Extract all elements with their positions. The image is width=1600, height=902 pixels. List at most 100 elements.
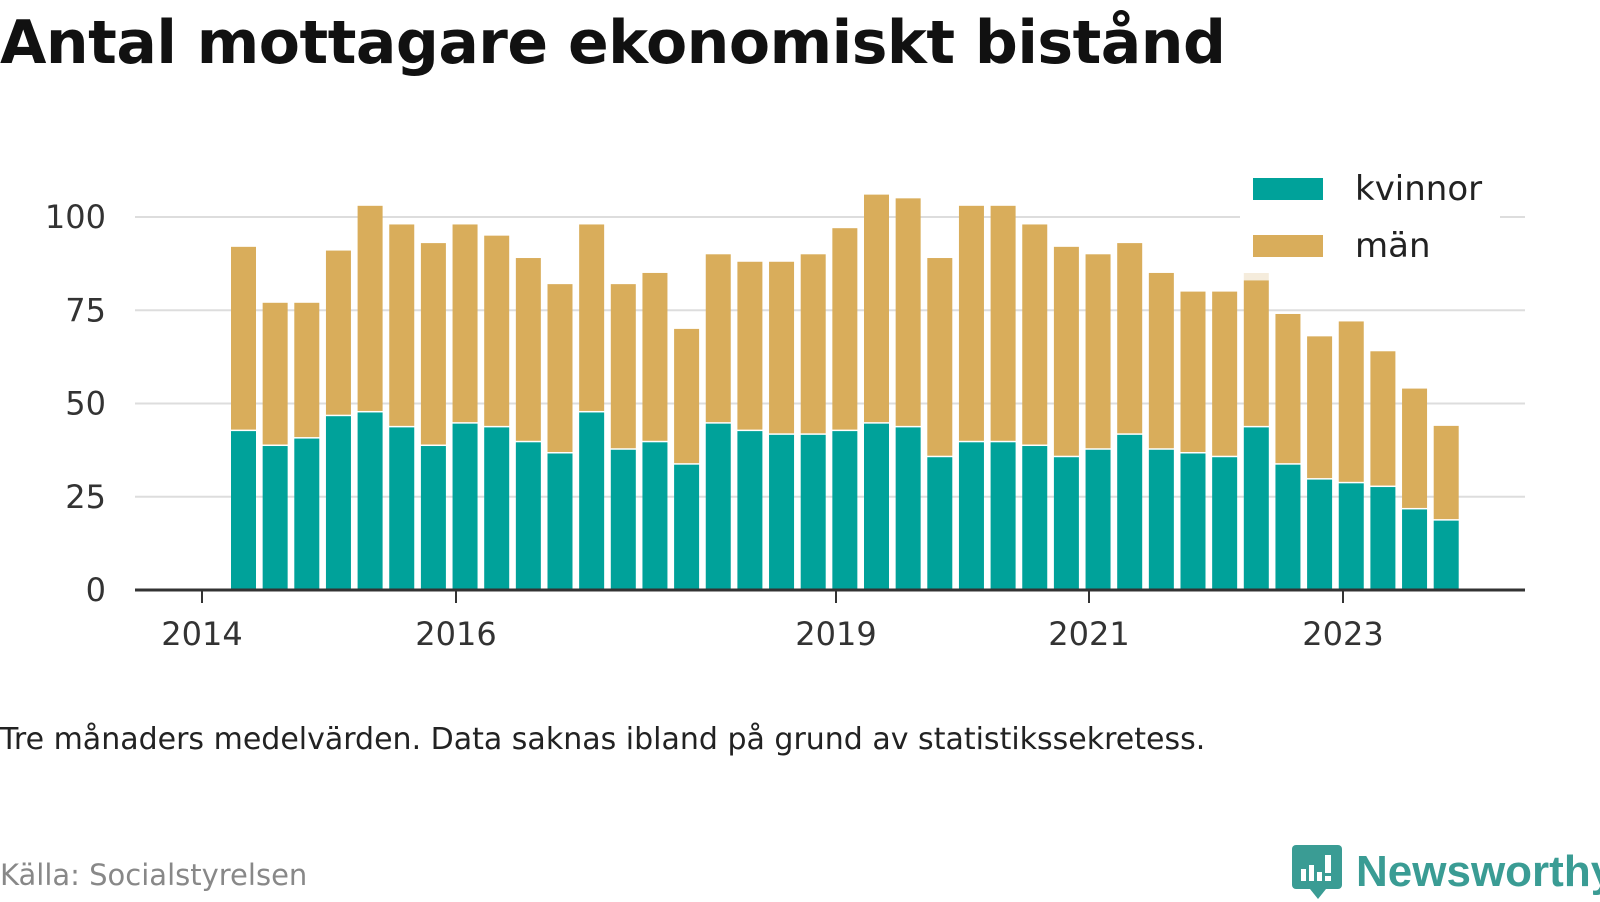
bars (231, 194, 1459, 590)
bar-man (1085, 254, 1111, 449)
legend-label: män (1355, 226, 1431, 266)
bar-kvinnor (1212, 457, 1238, 590)
bar-man (1148, 272, 1174, 449)
bar-man (990, 205, 1016, 441)
bar-kvinnor (895, 427, 921, 590)
bar-man (927, 258, 953, 456)
bar-man (357, 205, 383, 411)
bar-kvinnor (800, 434, 826, 590)
bar-kvinnor (452, 423, 478, 590)
brand-name: Newsworthy (1356, 847, 1600, 896)
bar-kvinnor (294, 438, 320, 590)
bar-man (800, 254, 826, 434)
bar-man (1338, 321, 1364, 482)
bar-man (1370, 351, 1396, 486)
y-tick-label: 100 (45, 198, 106, 236)
newsworthy-logo[interactable]: Newsworthy (1292, 842, 1600, 902)
bar-man (262, 302, 288, 445)
bar-man (610, 284, 636, 449)
bar-kvinnor (1180, 453, 1206, 590)
bar-kvinnor (610, 449, 636, 590)
bar-man (1402, 388, 1428, 508)
bar-kvinnor (579, 412, 605, 590)
bar-kvinnor (1243, 427, 1269, 590)
bar-man (705, 254, 731, 423)
bar-man (294, 302, 320, 438)
bar-kvinnor (737, 431, 763, 590)
bar-man (1243, 280, 1269, 426)
bar-chart-speech-bubble-icon (1292, 845, 1342, 899)
chart-note: Tre månaders medelvärden. Data saknas ib… (0, 722, 1206, 757)
bar-kvinnor (1370, 487, 1396, 590)
bar-kvinnor (958, 442, 984, 590)
bar-kvinnor (642, 442, 668, 590)
bar-kvinnor (515, 442, 541, 590)
bar-man (547, 284, 573, 452)
bar-man (864, 194, 889, 423)
bar-kvinnor (1433, 520, 1459, 590)
bar-man (737, 261, 763, 430)
bar-man (1433, 425, 1459, 520)
bar-kvinnor (1275, 464, 1301, 590)
y-tick-label: 50 (65, 385, 106, 423)
bar-kvinnor (864, 423, 889, 590)
bar-kvinnor (1053, 457, 1079, 590)
bar-kvinnor (832, 431, 858, 590)
bar-kvinnor (325, 416, 351, 590)
x-tick-label: 2019 (795, 615, 876, 653)
stacked-bar-chart: 0 25 50 75 100 2014 2016 2019 2021 2023 kvinnor mä… (44, 165, 1525, 653)
bar-kvinnor (547, 453, 573, 590)
chart-title: Antal mottagare ekonomiskt bistånd (0, 8, 1226, 78)
bar-kvinnor (1022, 446, 1048, 590)
bar-man (484, 235, 510, 426)
bar-man (1117, 243, 1143, 434)
bar-kvinnor (1117, 434, 1143, 590)
x-tick-label: 2021 (1048, 615, 1129, 653)
bar-man (769, 261, 795, 434)
bar-man (958, 205, 984, 441)
bar-man (642, 272, 668, 441)
legend-label: kvinnor (1355, 169, 1482, 209)
bar-man (420, 243, 446, 445)
bar-kvinnor (231, 431, 256, 590)
bar-kvinnor (1338, 483, 1364, 590)
bar-kvinnor (484, 427, 510, 590)
bar-man (452, 224, 478, 423)
bar-kvinnor (357, 412, 383, 590)
bar-kvinnor (389, 427, 415, 590)
legend-swatch (1253, 178, 1323, 200)
bar-kvinnor (262, 446, 288, 590)
bar-kvinnor (705, 423, 731, 590)
bar-kvinnor (1402, 509, 1428, 590)
bar-kvinnor (1148, 449, 1174, 590)
y-tick-label: 0 (86, 571, 106, 609)
axes: 0 25 50 75 100 2014 2016 2019 2021 2023 (45, 198, 1525, 653)
bar-man (1022, 224, 1048, 445)
bar-kvinnor (420, 446, 446, 590)
bar-kvinnor (927, 457, 953, 590)
legend-swatch (1253, 235, 1323, 257)
bar-man (515, 258, 541, 441)
source-text: Källa: Socialstyrelsen (0, 858, 308, 892)
legend: kvinnor män (1240, 165, 1500, 273)
bar-man (231, 246, 256, 430)
bar-man (1212, 291, 1238, 456)
bar-kvinnor (1307, 479, 1333, 590)
bar-kvinnor (1085, 449, 1111, 590)
bar-man (579, 224, 605, 411)
x-tick-label: 2023 (1302, 615, 1383, 653)
bar-kvinnor (674, 464, 700, 590)
x-tick-label: 2014 (161, 615, 242, 653)
bar-man (325, 250, 351, 415)
bar-man (1180, 291, 1206, 452)
y-tick-label: 25 (65, 478, 106, 516)
bar-man (832, 228, 858, 430)
bar-kvinnor (990, 442, 1016, 590)
bar-kvinnor (769, 434, 795, 590)
bar-man (895, 198, 921, 426)
bar-man (389, 224, 415, 426)
x-tick-label: 2016 (415, 615, 496, 653)
bar-man (674, 328, 700, 464)
bar-man (1275, 313, 1301, 464)
y-tick-label: 75 (65, 291, 106, 329)
